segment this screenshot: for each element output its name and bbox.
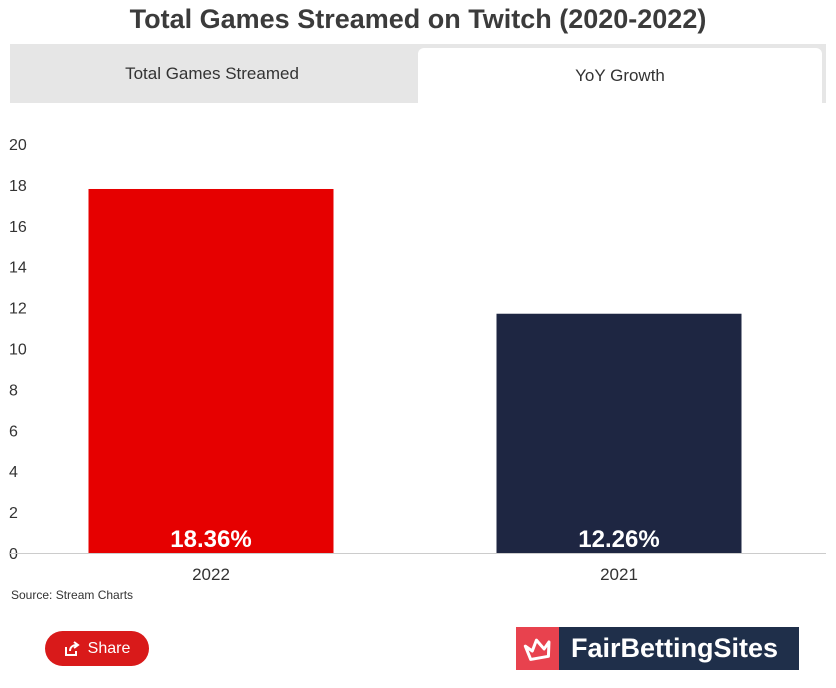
y-tick-label: 14	[9, 260, 27, 277]
bar-2022	[88, 188, 334, 553]
share-label: Share	[87, 639, 131, 657]
share-icon	[64, 640, 80, 656]
bar-chart: 0 2 4 6 8 10 12 14 16 18 20 18.36% 2022 12.26% 2021	[9, 137, 826, 584]
x-tick-label: 2022	[192, 565, 230, 584]
fairbettingsites-logo[interactable]: FairBettingSites	[516, 627, 799, 670]
source-note: Source: Stream Charts	[11, 588, 134, 602]
chart-title: Total Games Streamed on Twitch (2020-202…	[129, 4, 707, 34]
x-tick-label: 2021	[600, 565, 638, 584]
tab-yoy-growth[interactable]: YoY Growth	[418, 48, 822, 103]
logo-text: FairBettingSites	[571, 633, 779, 663]
share-button[interactable]: Share	[45, 631, 149, 666]
crown-icon	[516, 627, 559, 670]
data-label: 18.36%	[170, 526, 251, 553]
chart-tabs: Total Games Streamed YoY Growth	[10, 44, 826, 103]
y-tick-label: 2	[9, 505, 18, 522]
y-tick-label: 4	[9, 464, 18, 481]
y-tick-label: 10	[9, 342, 27, 359]
y-tick-label: 0	[9, 546, 18, 563]
tab-total-games-streamed[interactable]: Total Games Streamed	[10, 44, 414, 103]
y-tick-label: 16	[9, 219, 27, 236]
bar-2021	[496, 313, 742, 553]
data-label: 12.26%	[578, 526, 659, 553]
y-tick-label: 12	[9, 301, 27, 318]
y-tick-label: 20	[9, 137, 27, 154]
y-tick-label: 6	[9, 423, 18, 440]
y-tick-label: 8	[9, 382, 18, 399]
y-tick-label: 18	[9, 178, 27, 195]
